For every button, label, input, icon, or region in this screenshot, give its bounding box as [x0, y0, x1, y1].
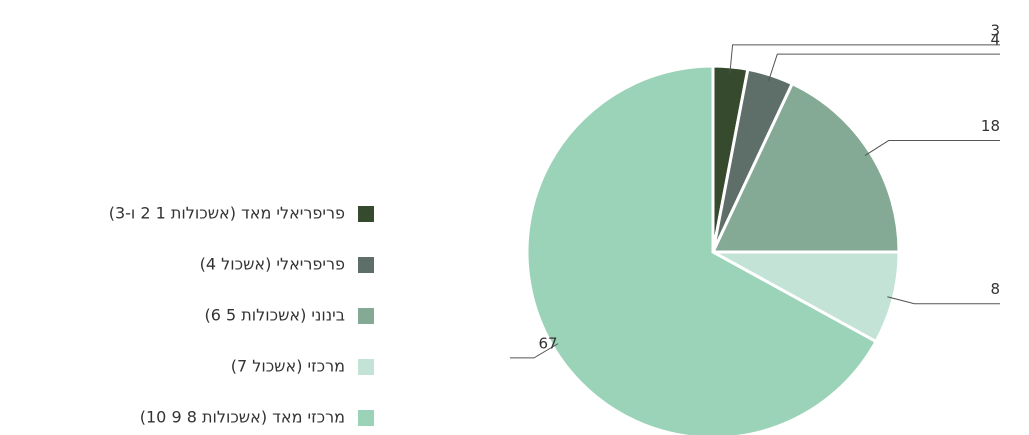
data-label: 3 — [990, 21, 1000, 39]
legend-swatch — [358, 410, 374, 426]
legend-label: בינוני (אשכולות 5 6) — [204, 306, 345, 325]
leader-line — [864, 140, 1000, 156]
legend-swatch — [358, 359, 374, 375]
legend-swatch — [358, 257, 374, 273]
legend-label: מרכזי מאד (אשכולות 8 9 10) — [140, 408, 345, 427]
data-label: 4 — [990, 31, 1000, 49]
legend-label: מרכזי (אשכול 7) — [231, 357, 345, 376]
data-label: 18 — [981, 117, 1000, 135]
data-label: 8 — [990, 280, 1000, 298]
legend-label: פריפריאלי מאד (אשכולות 1 2 ו-3) — [109, 204, 345, 223]
data-label: 67 — [538, 334, 557, 352]
legend-swatch — [358, 308, 374, 324]
legend-swatch — [358, 206, 374, 222]
legend-label: פריפריאלי (אשכול 4) — [200, 255, 345, 274]
leader-line — [510, 343, 559, 359]
leader-line — [768, 53, 1000, 81]
leader-line — [887, 296, 1000, 305]
leader-line — [729, 44, 1000, 73]
